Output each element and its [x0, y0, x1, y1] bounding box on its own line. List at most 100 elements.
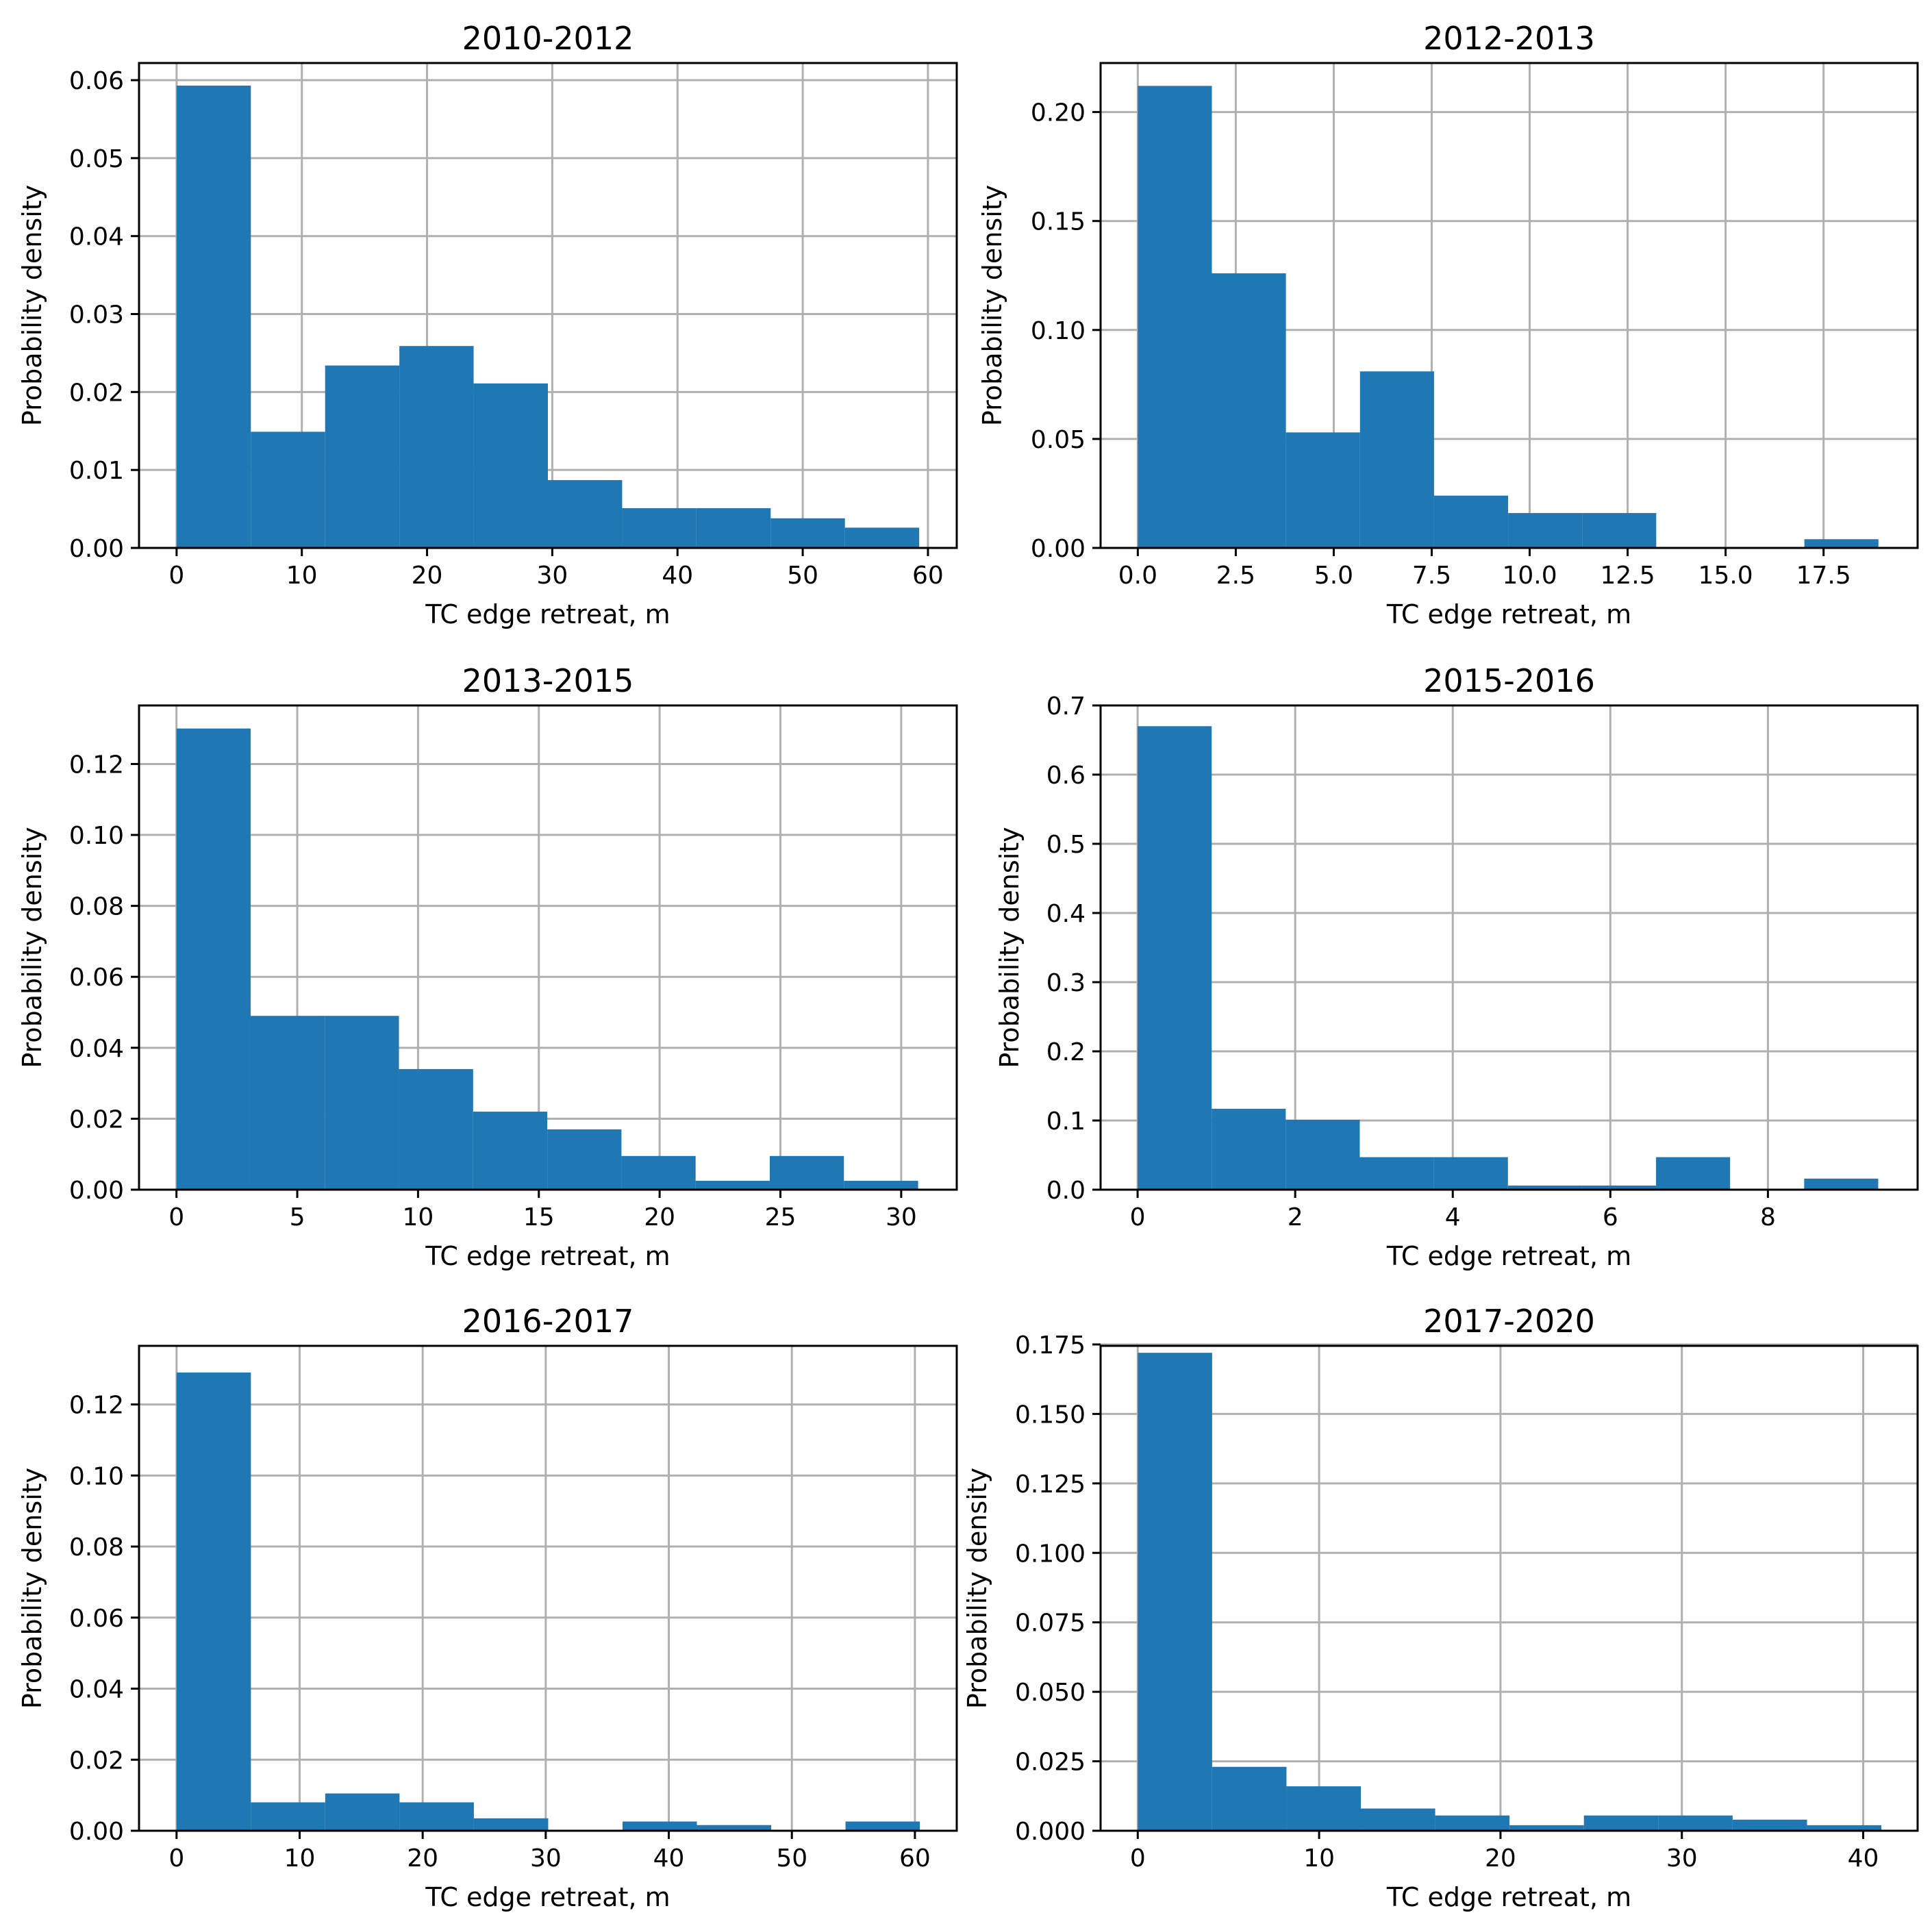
histogram-bars [1138, 726, 1879, 1190]
histogram-bar [1509, 1825, 1584, 1831]
gridlines [139, 705, 957, 1191]
y-tick-label: 0.100 [1015, 1540, 1086, 1568]
y-axis-label: Probability density [994, 827, 1025, 1068]
x-tick-label: 10 [286, 562, 318, 590]
x-tick-label: 12.5 [1601, 562, 1655, 590]
x-axis-label: TC edge retreat, m [1386, 1241, 1631, 1271]
histogram-bar [473, 383, 548, 548]
histogram-bar [770, 518, 845, 548]
x-tick-label: 7.5 [1412, 562, 1451, 590]
y-tick-label: 0.7 [1046, 692, 1086, 721]
x-tick-label: 4 [1445, 1203, 1461, 1231]
y-axis-label: Probability density [17, 1468, 47, 1709]
y-tick-label: 0.00 [1031, 535, 1086, 563]
histogram-bar [696, 508, 771, 548]
histogram-bar [769, 1155, 844, 1190]
histogram-bar [251, 1802, 325, 1831]
histogram-bars [1138, 1353, 1882, 1831]
y-tick-label: 0.10 [69, 822, 124, 850]
chart-title: 2015-2016 [1423, 662, 1595, 699]
x-tick-label: 20 [644, 1203, 675, 1231]
x-tick-label: 50 [787, 562, 818, 590]
y-tick-label: 0.01 [69, 457, 124, 485]
histogram-bar [176, 728, 251, 1190]
y-axis-label: Probability density [977, 185, 1007, 426]
histogram-bars [176, 728, 918, 1190]
x-axis-label: TC edge retreat, m [1386, 1882, 1631, 1912]
histogram-bars [176, 1372, 920, 1831]
histogram-bar [1581, 1185, 1657, 1190]
histogram-bar [844, 1181, 918, 1190]
y-tick-label: 0.04 [69, 1676, 124, 1704]
y-tick-label: 0.4 [1046, 900, 1086, 928]
histogram-bar [473, 1818, 549, 1831]
y-tick-label: 0.6 [1046, 762, 1086, 790]
histogram-bar [1433, 1157, 1508, 1190]
y-tick-label: 0.05 [1031, 426, 1086, 454]
x-tick-label: 15.0 [1698, 562, 1753, 590]
x-tick-label: 10 [1303, 1844, 1335, 1873]
x-tick-label: 0 [168, 562, 184, 590]
x-tick-label: 20 [412, 562, 443, 590]
histogram-bar [547, 1129, 622, 1190]
y-tick-label: 0.050 [1015, 1679, 1086, 1707]
plot-frame [138, 62, 958, 549]
y-tick-label: 0.025 [1015, 1749, 1086, 1777]
histogram-bar [1212, 1766, 1287, 1831]
chart-panel-2012-2013: 0.0 2.5 5.0 7.5 10.0 12.5 15.0 17.5 0.00 0.05 0.10… [977, 20, 1919, 629]
histogram-bar [1212, 1108, 1286, 1190]
histogram-bar [473, 1112, 548, 1190]
chart-panel-2013-2015: 0 5 10 15 20 25 30 0.00 0.02 0.04 0.06 0.08 0.10 0.12… [17, 662, 958, 1271]
y-tick-label: 0.03 [69, 301, 124, 329]
x-tick-label: 25 [765, 1203, 796, 1231]
histogram-bar [1212, 273, 1286, 548]
y-tick-label: 0.06 [69, 67, 124, 95]
histogram-bar [1359, 1157, 1434, 1190]
histogram-bar [399, 1802, 474, 1831]
histogram-bar [1285, 432, 1360, 548]
x-tick-label: 2.5 [1216, 562, 1255, 590]
histogram-bar [251, 431, 325, 548]
chart-panel-2015-2016: 0 2 4 6 8 0.0 0.1 0.2 0.3 0.4 0.5 0.6 0.7 2015-2016 TC… [994, 662, 1919, 1271]
histogram-bar [1658, 1815, 1733, 1831]
histogram-bar [1656, 1157, 1731, 1190]
x-axis-label: TC edge retreat, m [425, 1882, 670, 1912]
y-tick-label: 0.175 [1015, 1331, 1086, 1360]
histogram-bars [1138, 86, 1879, 548]
chart-title: 2016-2017 [462, 1303, 634, 1340]
x-tick-label: 0 [168, 1844, 184, 1873]
y-tick-label: 0.05 [69, 145, 124, 173]
chart-title: 2012-2013 [1423, 20, 1595, 57]
x-tick-label: 10 [284, 1844, 316, 1873]
histogram-bar [1138, 726, 1212, 1190]
x-axis-label: TC edge retreat, m [1386, 599, 1631, 629]
y-tick-label: 0.10 [1031, 317, 1086, 345]
histogram-bar [845, 1821, 920, 1831]
y-tick-label: 0.075 [1015, 1610, 1086, 1638]
y-tick-label: 0.000 [1015, 1818, 1086, 1846]
histogram-bar [176, 1372, 251, 1831]
histogram-bar [1582, 513, 1657, 548]
x-tick-label: 50 [776, 1844, 807, 1873]
y-tick-label: 0.08 [69, 893, 124, 921]
y-tick-label: 0.00 [69, 535, 124, 563]
histogram-bar [1732, 1819, 1807, 1831]
y-tick-label: 0.150 [1015, 1401, 1086, 1429]
histogram-bar [622, 1821, 697, 1831]
plot-frame [1099, 1344, 1919, 1832]
histogram-bar [1804, 539, 1879, 548]
y-axis-label: Probability density [962, 1468, 992, 1709]
y-axis-label: Probability density [17, 185, 47, 426]
y-tick-label: 0.02 [69, 1747, 124, 1775]
y-tick-label: 0.00 [69, 1177, 124, 1205]
y-tick-label: 0.125 [1015, 1470, 1086, 1499]
x-tick-label: 40 [653, 1844, 685, 1873]
y-tick-label: 0.15 [1031, 208, 1086, 236]
histogram-bar [325, 365, 400, 548]
y-tick-label: 0.3 [1046, 969, 1086, 997]
y-tick-label: 0.04 [69, 223, 124, 251]
histogram-bar [695, 1181, 770, 1190]
y-tick-label: 0.12 [69, 751, 124, 779]
y-tick-label: 0.02 [69, 1105, 124, 1134]
